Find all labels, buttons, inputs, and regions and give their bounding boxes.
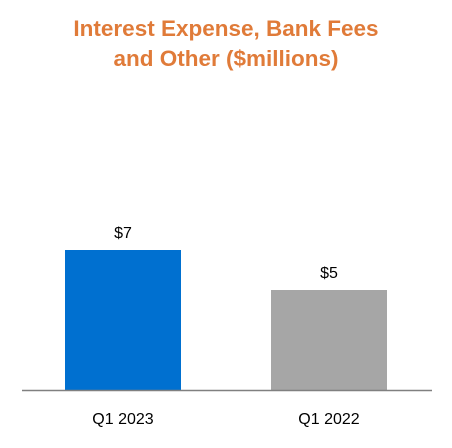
- data-label: $7: [114, 225, 132, 242]
- x-tick-label: Q1 2023: [92, 411, 153, 428]
- bar-q1-2023: [65, 250, 181, 390]
- chart-title-line-2: and Other ($millions): [113, 46, 339, 71]
- chart-title: Interest Expense, Bank Fees and Other ($…: [0, 14, 452, 74]
- bar-q1-2022: [271, 290, 387, 390]
- data-label: $5: [320, 265, 338, 282]
- x-tick-label: Q1 2022: [298, 411, 359, 428]
- chart-title-line-1: Interest Expense, Bank Fees: [73, 16, 379, 41]
